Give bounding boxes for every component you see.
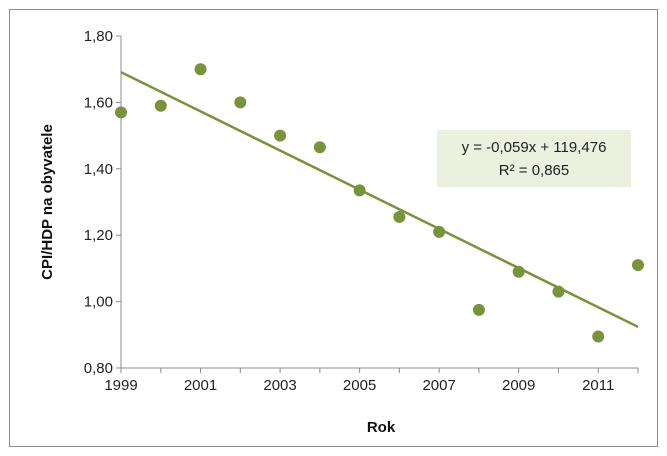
y-tick-label: 1,60 <box>84 94 113 111</box>
y-tick-label: 1,40 <box>84 161 113 178</box>
data-point <box>234 96 247 109</box>
data-point <box>433 225 446 238</box>
y-tick-label: 1,00 <box>84 294 113 311</box>
data-point <box>115 106 127 119</box>
y-tick-label: 0,80 <box>84 360 113 377</box>
x-tick-label: 2007 <box>422 377 455 394</box>
data-point <box>194 63 207 76</box>
trendline-equation: y = -0,059x + 119,476 <box>462 139 607 156</box>
data-point <box>632 259 644 272</box>
tick-marks <box>116 35 639 373</box>
x-tick-labels: 1999 2001 2003 2005 2007 2009 2011 <box>104 377 614 394</box>
x-tick-label: 2005 <box>343 377 376 394</box>
y-tick-label: 1,20 <box>84 227 113 244</box>
chart-area <box>9 9 658 447</box>
x-tick-label: 2001 <box>184 377 217 394</box>
trendline-label-box <box>437 130 631 187</box>
x-tick-label: 1999 <box>104 377 137 394</box>
data-point <box>353 184 366 197</box>
data-point <box>512 265 525 278</box>
data-point <box>592 330 605 343</box>
y-tick-label: 1,80 <box>84 28 113 45</box>
data-point <box>552 285 565 298</box>
data-point <box>313 141 326 154</box>
x-tick-label: 2009 <box>502 377 535 394</box>
data-point <box>472 303 485 316</box>
data-points <box>115 63 644 343</box>
x-axis-title: Rok <box>367 419 396 436</box>
trendline <box>120 71 639 328</box>
x-tick-label: 2011 <box>582 377 614 394</box>
x-tick-label: 2003 <box>263 377 296 394</box>
y-axis-title: CPI/HDP na obyvatele <box>39 124 56 280</box>
y-tick-labels: 0,80 1,00 1,20 1,40 1,60 1,80 <box>84 28 113 377</box>
data-point <box>393 210 406 223</box>
trendline-r2: R² = 0,865 <box>499 162 569 179</box>
data-point <box>274 129 287 142</box>
data-point <box>154 99 167 112</box>
